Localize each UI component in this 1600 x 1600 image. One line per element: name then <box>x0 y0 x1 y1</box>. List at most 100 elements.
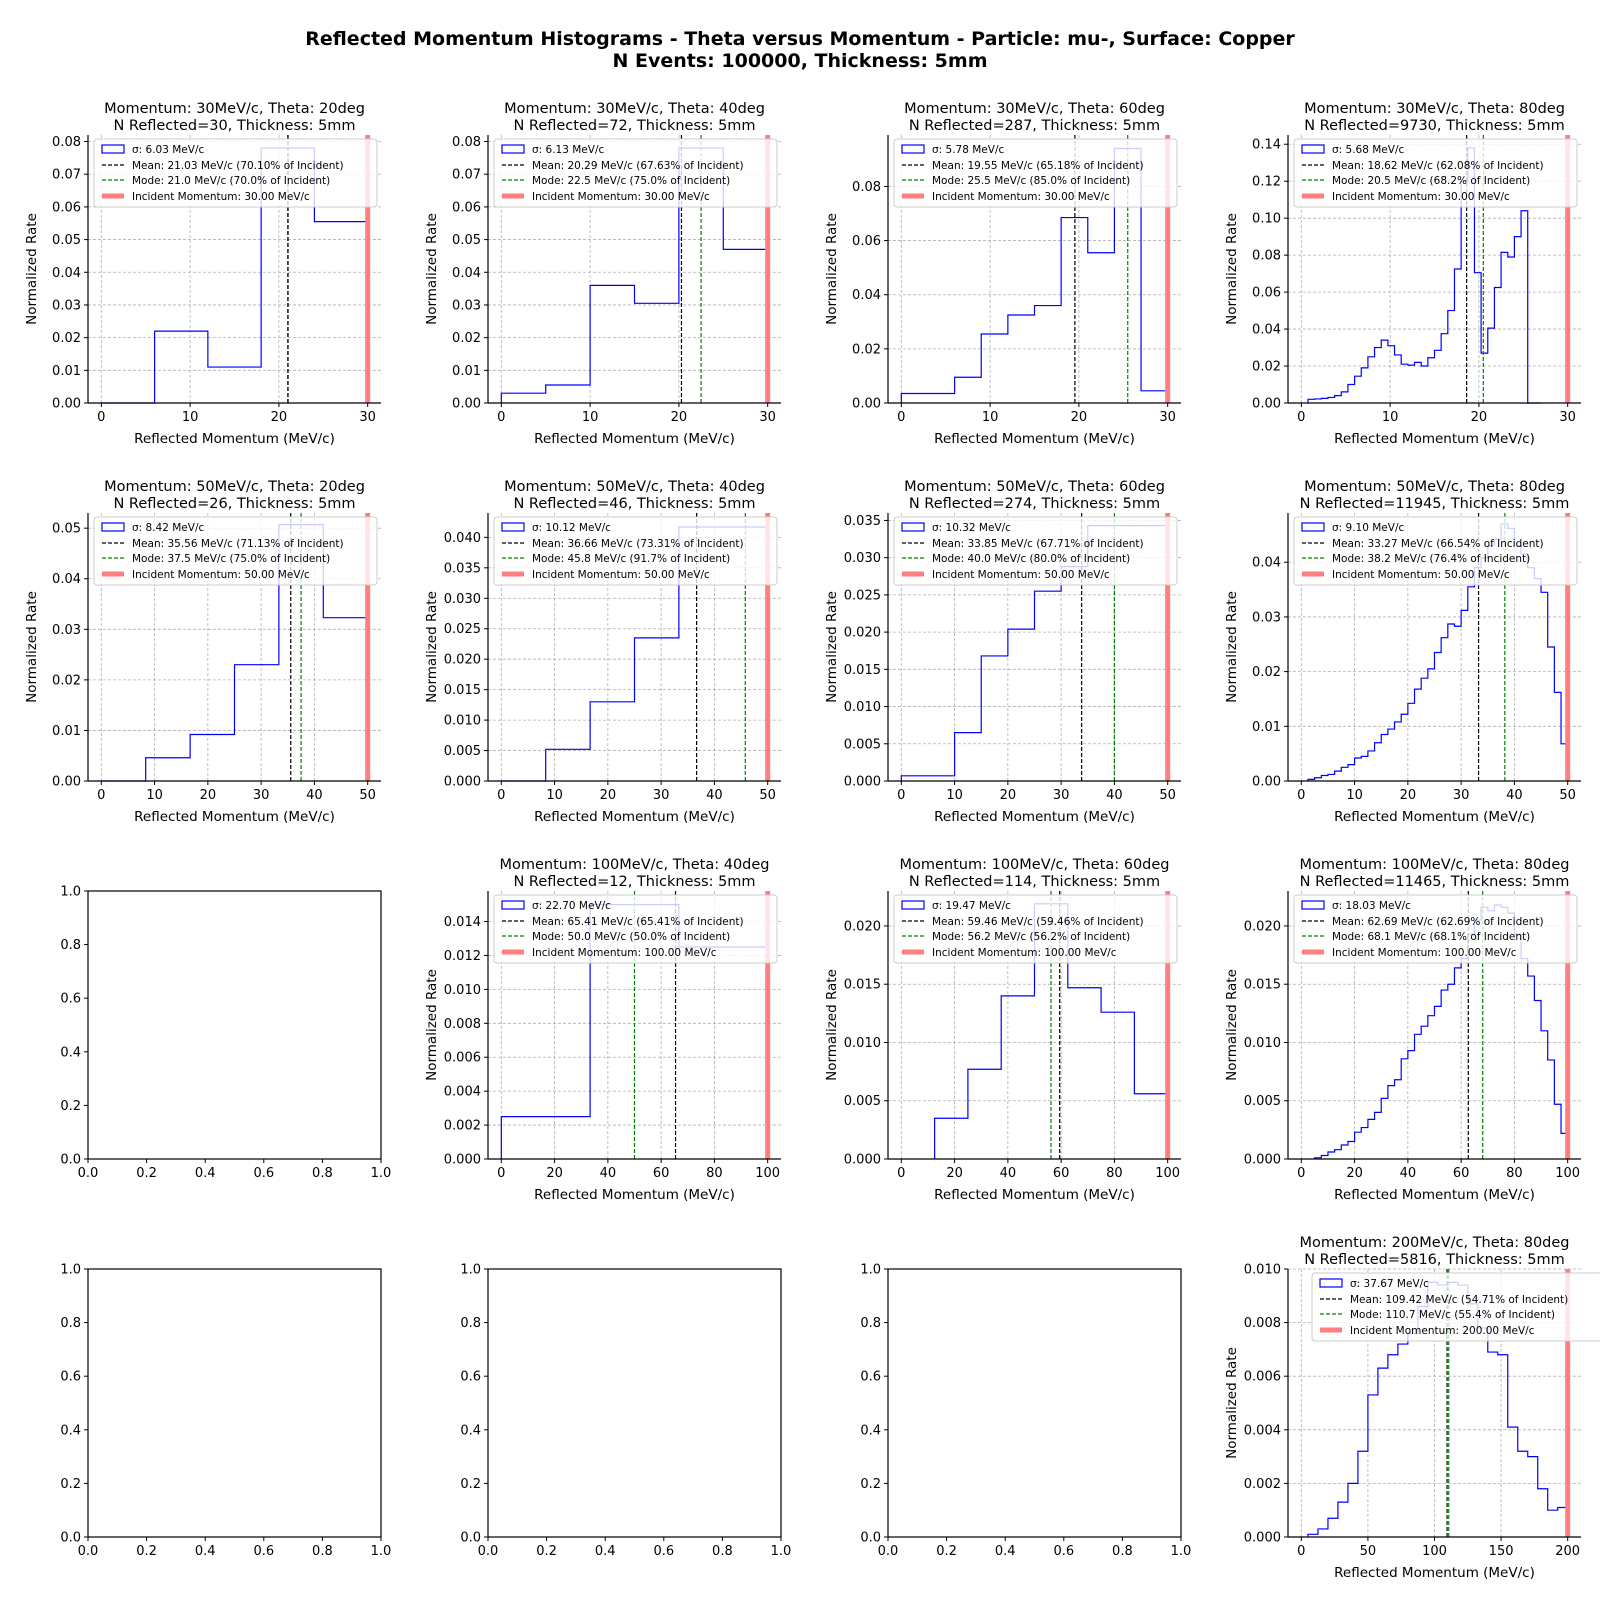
legend-swatch-sigma <box>501 522 525 532</box>
legend-sigma: σ: 19.47 MeV/c <box>932 900 1011 912</box>
x-tick-label: 40 <box>1400 1166 1417 1181</box>
legend: σ: 5.78 MeV/c Mean: 19.55 MeV/c (65.18% o… <box>893 138 1178 208</box>
y-tick-label: 0.04 <box>52 266 81 281</box>
x-tick-label: 0 <box>897 410 905 425</box>
x-tick-label: 20 <box>546 1166 563 1181</box>
y-tick-label: 1.0 <box>60 1263 81 1278</box>
subplot-0-2: 0 10 20 30 0.00 0.02 0.04 0.06 0.08 σ: 5.78 MeV/c… <box>824 101 1181 447</box>
y-tick-label: 0.2 <box>860 1477 881 1492</box>
subplot-0-1: 0 10 20 30 0.00 0.01 0.02 0.03 0.04 0.05 0.06 0.07 0… <box>424 101 781 447</box>
y-tick-label: 0.05 <box>52 522 81 537</box>
subplot-title: N Reflected=274, Thickness: 5mm <box>909 496 1160 512</box>
y-tick-label: 0.010 <box>1244 1263 1281 1278</box>
y-tick-label: 0.08 <box>1252 249 1281 264</box>
y-tick-label: 0.025 <box>844 588 881 603</box>
legend-box <box>1293 516 1578 586</box>
x-tick-label: 0 <box>1297 410 1305 425</box>
axes-frame <box>87 1268 382 1538</box>
subplot-0-0: 0 10 20 30 0.00 0.01 0.02 0.03 0.04 0.05 0.06 0.07 0… <box>24 101 381 447</box>
x-tick-label: 0.0 <box>478 1544 499 1559</box>
y-tick-label: 0.06 <box>852 234 881 249</box>
y-tick-label: 0.015 <box>1244 978 1281 993</box>
x-axis-label: Reflected Momentum (MeV/c) <box>934 1187 1135 1203</box>
y-tick-label: 0.035 <box>444 561 481 576</box>
x-tick-label: 10 <box>946 788 963 803</box>
subplot-1-2: 0 10 20 30 40 50 0.000 0.005 0.010 0.015 0.020 0.02… <box>824 479 1181 825</box>
y-axis-label: Normalized Rate <box>824 213 840 325</box>
legend-sigma: σ: 10.12 MeV/c <box>532 522 611 534</box>
x-axis-label: Reflected Momentum (MeV/c) <box>1334 809 1535 825</box>
y-axis-label: Normalized Rate <box>424 213 440 325</box>
x-tick-label: 40 <box>1506 788 1523 803</box>
subplot-3-3: 0 50 100 150 200 0.000 0.002 0.004 0.006 0.008 0.0… <box>1224 1235 1600 1581</box>
subplot-title: Momentum: 30MeV/c, Theta: 80deg <box>1304 101 1565 117</box>
x-tick-label: 10 <box>1382 410 1399 425</box>
legend-mean: Mean: 35.56 MeV/c (71.13% of Incident) <box>132 538 344 550</box>
legend-incident: Incident Momentum: 100.00 MeV/c <box>532 947 717 959</box>
y-tick-label: 0.04 <box>1252 556 1281 571</box>
y-tick-label: 0.005 <box>844 1094 881 1109</box>
y-axis-label: Normalized Rate <box>1224 591 1240 703</box>
legend-sigma: σ: 9.10 MeV/c <box>1332 522 1404 534</box>
subplot-title: Momentum: 100MeV/c, Theta: 60deg <box>899 857 1169 873</box>
legend-mean: Mean: 109.42 MeV/c (54.71% of Incident) <box>1350 1294 1568 1306</box>
axes-frame <box>487 1268 782 1538</box>
subplot-title: Momentum: 50MeV/c, Theta: 20deg <box>104 479 365 495</box>
x-tick-label: 0.2 <box>136 1166 157 1181</box>
y-tick-label: 0.002 <box>444 1119 481 1134</box>
legend-mean: Mean: 21.03 MeV/c (70.10% of Incident) <box>132 160 344 172</box>
y-tick-label: 0.010 <box>444 714 481 729</box>
legend-swatch-sigma <box>101 144 125 154</box>
y-tick-label: 0.020 <box>444 653 481 668</box>
y-tick-label: 0.000 <box>444 775 481 790</box>
legend-mode: Mode: 37.5 MeV/c (75.0% of Incident) <box>132 553 330 565</box>
y-tick-label: 0.6 <box>460 1370 481 1385</box>
x-tick-label: 20 <box>1400 788 1417 803</box>
y-tick-label: 0.2 <box>60 1477 81 1492</box>
x-tick-label: 20 <box>1471 410 1488 425</box>
x-tick-label: 1.0 <box>371 1544 392 1559</box>
x-tick-label: 0.2 <box>936 1544 957 1559</box>
x-tick-label: 10 <box>182 410 199 425</box>
y-tick-label: 0.08 <box>52 135 81 150</box>
y-tick-label: 0.6 <box>60 992 81 1007</box>
legend-incident: Incident Momentum: 30.00 MeV/c <box>1332 191 1510 203</box>
y-tick-label: 0.02 <box>1252 665 1281 680</box>
axes-frame <box>887 1268 1182 1538</box>
y-tick-label: 0.010 <box>1244 1036 1281 1051</box>
legend-box <box>493 894 778 964</box>
subplot-title: Momentum: 30MeV/c, Theta: 60deg <box>904 101 1165 117</box>
x-tick-label: 10 <box>582 410 599 425</box>
x-tick-label: 0.6 <box>253 1166 274 1181</box>
legend-incident: Incident Momentum: 100.00 MeV/c <box>932 947 1117 959</box>
y-tick-label: 0.020 <box>1244 919 1281 934</box>
x-axis-label: Reflected Momentum (MeV/c) <box>1334 431 1535 447</box>
x-tick-label: 1.0 <box>1171 1544 1192 1559</box>
y-tick-label: 0.06 <box>1252 286 1281 301</box>
subplot-3-1: 0.0 0.2 0.4 0.6 0.8 1.0 0.0 0.2 0.4 0.6 0.8 1.0 <box>460 1263 791 1560</box>
x-tick-label: 0.4 <box>595 1544 616 1559</box>
y-tick-label: 0.04 <box>1252 323 1281 338</box>
y-tick-label: 0.8 <box>60 938 81 953</box>
legend-box <box>93 138 378 208</box>
y-tick-label: 0.0 <box>60 1531 81 1546</box>
legend-box <box>493 516 778 586</box>
x-tick-label: 20 <box>1346 1166 1363 1181</box>
y-tick-label: 0.07 <box>52 168 81 183</box>
x-tick-label: 100 <box>1155 1166 1180 1181</box>
y-tick-label: 0.004 <box>1244 1423 1281 1438</box>
legend: σ: 5.68 MeV/c Mean: 18.62 MeV/c (62.08% o… <box>1293 138 1578 208</box>
y-tick-label: 0.005 <box>444 744 481 759</box>
y-tick-label: 0.012 <box>444 949 481 964</box>
y-tick-label: 0.002 <box>1244 1477 1281 1492</box>
legend-incident: Incident Momentum: 50.00 MeV/c <box>932 569 1110 581</box>
subplot-title: N Reflected=72, Thickness: 5mm <box>513 118 755 134</box>
legend-incident: Incident Momentum: 200.00 MeV/c <box>1350 1325 1535 1337</box>
histogram-step <box>500 147 769 403</box>
y-tick-label: 0.02 <box>52 673 81 688</box>
subplot-0-3: 0 10 20 30 0.00 0.02 0.04 0.06 0.08 0.10 0.12 0.14 σ… <box>1224 101 1581 447</box>
subplot-1-0: 0 10 20 30 40 50 0.00 0.01 0.02 0.03 0.04 0.05 σ: 8.… <box>24 479 381 825</box>
x-tick-label: 20 <box>600 788 617 803</box>
y-tick-label: 0.005 <box>1244 1094 1281 1109</box>
y-tick-label: 0.02 <box>1252 360 1281 375</box>
